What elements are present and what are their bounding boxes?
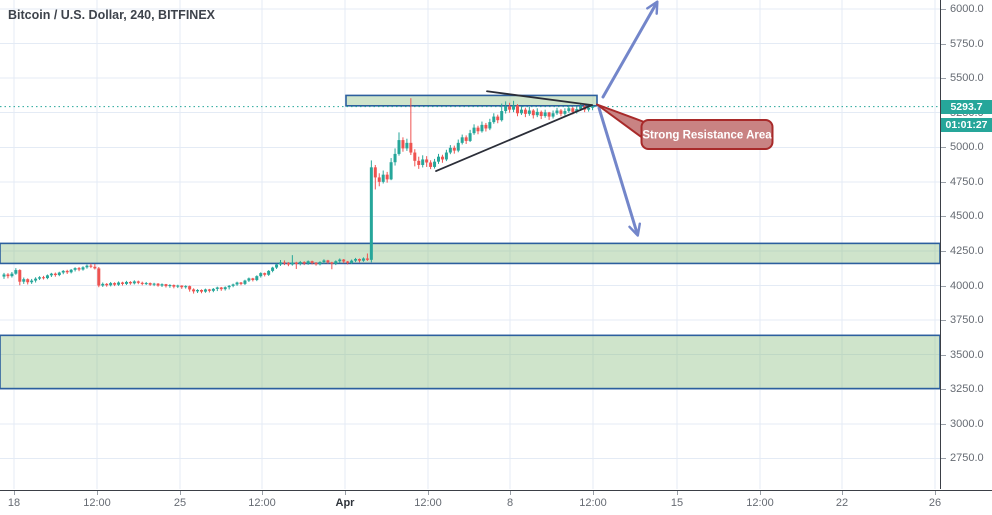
time-tick (97, 490, 98, 495)
support-zone-upper[interactable] (0, 242, 941, 265)
time-axis-label: 15 (670, 496, 684, 509)
price-axis-label: 5500.0 (950, 72, 984, 85)
callout-label: Strong Resistance Area (642, 130, 772, 142)
price-tick (941, 389, 946, 391)
time-axis-label: 12:00 (746, 496, 774, 509)
arrow-drawing-down[interactable] (597, 106, 642, 237)
price-axis-label: 4250.0 (950, 244, 984, 257)
price-axis-label: 2750.0 (950, 452, 984, 465)
time-axis-label: 8 (506, 496, 514, 509)
time-axis-label: 25 (173, 496, 187, 509)
time-tick (345, 490, 346, 495)
price-tick (941, 250, 946, 252)
time-axis-label: 12:00 (579, 496, 607, 509)
price-tick (941, 423, 946, 425)
price-axis-label: 3750.0 (950, 314, 984, 327)
price-axis-label: 4750.0 (950, 175, 984, 188)
symbol-title: Bitcoin / U.S. Dollar, 240, BITFINEX (8, 8, 215, 22)
price-axis-label: 5750.0 (950, 37, 984, 50)
price-axis-label: 3500.0 (950, 348, 984, 361)
price-tick (941, 354, 946, 356)
time-tick (593, 490, 594, 495)
time-axis-label: 12:00 (248, 496, 276, 509)
trendline-drawing[interactable] (486, 90, 593, 107)
support-zone-lower[interactable] (0, 334, 941, 390)
price-axis-label: 3000.0 (950, 417, 984, 430)
time-axis-label: 26 (928, 496, 942, 509)
grid (0, 0, 940, 489)
callout-strong-resistance[interactable]: Strong Resistance Area (596, 103, 774, 150)
time-axis-label: 18 (7, 496, 21, 509)
price-axis-label: 3250.0 (950, 383, 984, 396)
price-tick (941, 458, 946, 460)
arrow-drawing-up[interactable] (601, 0, 659, 99)
time-axis-label: 22 (835, 496, 849, 509)
time-tick (262, 490, 263, 495)
time-tick (180, 490, 181, 495)
time-tick (842, 490, 843, 495)
price-tick (941, 320, 946, 322)
price-axis-label: 6000.0 (950, 3, 984, 15)
time-tick (760, 490, 761, 495)
time-axis-label: Apr (335, 496, 355, 509)
price-axis-label: 4000.0 (950, 279, 984, 292)
price-axis-label: 4500.0 (950, 210, 984, 223)
price-tick (941, 78, 946, 80)
time-scale[interactable]: 18 12:00 25 12:00 Apr 12:00 8 12:00 15 12:00 22 26 (0, 489, 992, 515)
trendline-drawing[interactable] (435, 104, 593, 172)
price-tick (941, 147, 946, 149)
time-axis-label: 12:00 (83, 496, 111, 509)
price-scale[interactable]: 6000.05750.05500.05250.05000.04750.04500… (940, 0, 992, 489)
current-price-badge: 5293.7 (941, 100, 992, 114)
time-tick (677, 490, 678, 495)
price-tick (941, 181, 946, 183)
time-axis-label: 12:00 (414, 496, 442, 509)
time-tick (14, 490, 15, 495)
price-tick (941, 285, 946, 287)
price-tick (941, 9, 946, 10)
price-axis-label: 5000.0 (950, 141, 984, 154)
resistance-box[interactable] (345, 94, 598, 107)
price-tick (941, 43, 946, 45)
price-tick (941, 216, 946, 218)
time-tick (510, 490, 511, 495)
bar-countdown-badge: 01:01:27 (941, 117, 992, 132)
time-tick (428, 490, 429, 495)
time-tick (935, 490, 936, 495)
candlestick-series (2, 98, 595, 294)
